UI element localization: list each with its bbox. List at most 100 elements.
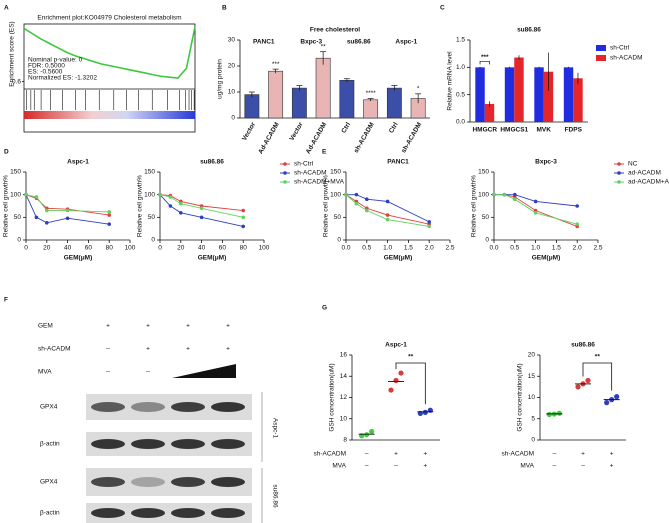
group-label: su86.86 <box>347 39 371 46</box>
significance: **** <box>366 90 377 97</box>
significance: ** <box>408 354 414 361</box>
chart-title: Bxpc-3 <box>535 159 557 166</box>
blot-band <box>211 402 245 412</box>
significance: ** <box>321 43 327 50</box>
y-axis-label: Relative cell growth% <box>3 175 10 237</box>
legend-marker <box>283 180 287 184</box>
blot-band <box>91 402 125 412</box>
point <box>575 204 579 208</box>
legend-label: sh-ACADM+MVA <box>294 179 345 186</box>
treatment-sign: + <box>226 346 230 353</box>
enrichment-stat: ES: -0.5600 <box>28 69 63 76</box>
y-tick-label: 10 <box>228 89 236 96</box>
bar <box>484 103 495 122</box>
y-axis-label: Relative cell growth% <box>471 175 478 237</box>
treatment-sign: – <box>106 346 110 353</box>
legend-marker <box>617 162 621 166</box>
point <box>427 220 432 224</box>
series-line <box>159 194 244 227</box>
bar <box>363 99 379 119</box>
condition-sign: + <box>610 463 614 470</box>
panel-label: C <box>440 5 445 12</box>
y-tick-label: 1.5 <box>456 37 465 44</box>
point <box>365 208 369 213</box>
y-tick-label: 8 <box>343 437 347 444</box>
y-tick-label: 150 <box>330 169 341 176</box>
bar <box>514 57 524 122</box>
bar <box>315 57 331 119</box>
group-label: PANC1 <box>253 39 275 46</box>
enrichment-stat: Nominal p-value: 0 <box>28 57 83 64</box>
condition-sign: – <box>553 451 557 458</box>
legend-marker <box>283 162 287 166</box>
y-tick-label: 150 <box>144 169 155 176</box>
x-tick-label: 0 <box>24 245 28 252</box>
x-tick-label: 0.0 <box>341 245 350 252</box>
legend-label: sh-Ctrl <box>610 45 630 52</box>
point <box>585 377 591 384</box>
point <box>168 204 173 208</box>
point <box>427 224 432 229</box>
series-line <box>346 194 430 223</box>
significance: * <box>417 86 420 93</box>
condition-sign: – <box>553 463 557 470</box>
point <box>168 195 173 199</box>
point <box>398 370 404 376</box>
point <box>422 409 428 415</box>
x-tick-label: 40 <box>64 245 72 252</box>
condition-sign: – <box>365 451 369 458</box>
point <box>241 208 245 213</box>
point <box>513 197 517 201</box>
x-tick-label: 60 <box>219 245 227 252</box>
y-tick-label: 0 <box>17 237 21 244</box>
y-tick-label: 50 <box>334 214 342 221</box>
x-tick-label: Ad-ACADM <box>257 121 281 155</box>
y-axis-label: ug/mg protein <box>217 59 224 99</box>
blot-band <box>171 402 205 412</box>
y-tick-label: 0 <box>151 237 155 244</box>
cell-line-label: Aspc-1 <box>271 418 278 439</box>
es-curve <box>23 26 196 79</box>
cell-line-label: su86.86 <box>271 484 278 508</box>
x-tick-label: Vector <box>241 121 257 142</box>
bar <box>244 94 260 119</box>
y-tick-label: 12 <box>340 394 348 401</box>
y-tick-label: 30 <box>228 37 236 44</box>
y-tick-label: 100 <box>478 191 489 198</box>
panel-label: B <box>222 5 227 12</box>
condition-name: MVA <box>332 463 346 470</box>
blot-row-label: β-actin <box>40 441 60 448</box>
group-label: Aspc-1 <box>395 39 417 46</box>
y-tick-label: 100 <box>144 191 155 198</box>
point <box>107 222 111 226</box>
x-tick-label: 100 <box>125 245 136 252</box>
x-tick-label: Ctrl <box>388 121 400 134</box>
blot-band <box>91 508 125 518</box>
y-tick-label: -0.6 <box>10 78 22 85</box>
bar <box>563 67 574 122</box>
point <box>241 224 245 229</box>
condition-name: sh-ACADM <box>313 451 346 458</box>
x-tick-label: 0.5 <box>510 245 519 252</box>
legend-marker <box>617 180 621 184</box>
plot-frame <box>23 23 196 133</box>
point <box>199 215 204 220</box>
x-tick-label: sh-ACADM <box>353 121 376 154</box>
panel-label: E <box>322 149 327 156</box>
y-tick-label: 15 <box>528 373 536 380</box>
blot-strip <box>86 503 252 523</box>
condition-name: sh-ACADM <box>501 451 534 458</box>
significance: *** <box>272 61 280 68</box>
treatment-sign: + <box>146 346 150 353</box>
x-tick-label: 1.5 <box>552 245 561 252</box>
treatment-name: MVA <box>38 369 52 376</box>
panel-label: G <box>322 305 327 312</box>
x-tick-label: 20 <box>43 245 51 252</box>
point <box>199 206 204 211</box>
point <box>385 199 390 204</box>
chart-title: Free cholesterol <box>310 27 360 34</box>
y-axis-label: GSH concentration(uM) <box>329 363 336 431</box>
treatment-sign: + <box>226 323 230 330</box>
x-tick-label: 2.5 <box>593 245 602 252</box>
condition-sign: – <box>365 463 369 470</box>
